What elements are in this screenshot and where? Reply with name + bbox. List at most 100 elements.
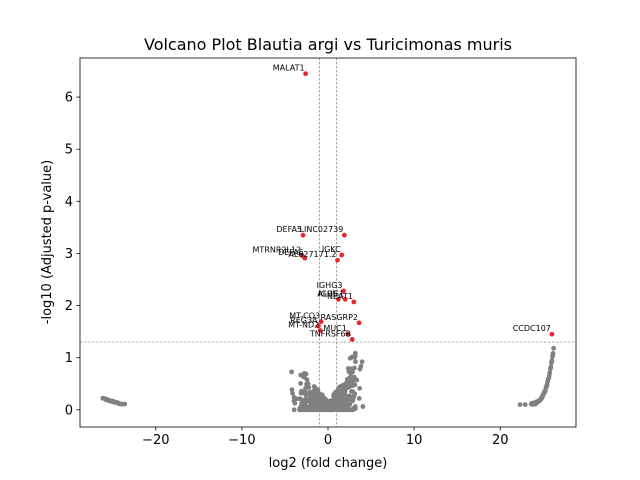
significant-point	[316, 323, 321, 329]
nonsignificant-point	[320, 407, 326, 413]
nonsignificant-point	[299, 400, 305, 406]
nonsignificant-point	[304, 377, 310, 383]
plot-frame	[79, 57, 577, 428]
nonsignificant-point	[359, 359, 365, 365]
significant-point	[302, 255, 308, 261]
nonsignificant-point	[289, 387, 295, 393]
nonsignificant-point	[303, 385, 308, 391]
significant-point	[356, 320, 362, 326]
significant-point	[335, 257, 340, 263]
x-tick-label: −10	[228, 433, 255, 448]
nonsignificant-point	[350, 389, 356, 395]
nonsignificant-point	[341, 390, 347, 396]
nonsignificant-point	[344, 380, 349, 386]
nonsignificant-point	[337, 397, 343, 402]
nonsignificant-point	[356, 396, 362, 401]
gene-label: DEFA5	[276, 225, 302, 234]
nonsignificant-point	[291, 407, 297, 413]
gene-label: AL627171.2	[288, 250, 336, 259]
nonsignificant-point	[311, 402, 316, 408]
nonsignificant-point	[298, 405, 304, 411]
nonsignificant-point	[330, 398, 336, 404]
y-tick-label: 4	[65, 195, 73, 210]
x-tick-label: 10	[406, 433, 423, 448]
nonsignificant-point	[116, 401, 122, 406]
y-tick-label: 0	[65, 403, 73, 418]
nonsignificant-point	[336, 391, 342, 397]
nonsignificant-point	[350, 407, 356, 413]
y-tick-label: 2	[65, 299, 73, 314]
significant-point	[549, 331, 555, 337]
nonsignificant-point	[335, 400, 341, 406]
nonsignificant-point	[352, 382, 358, 388]
nonsignificant-point	[306, 392, 312, 397]
gene-label: TNFRSF6B	[309, 329, 351, 338]
significant-point	[349, 337, 355, 342]
x-tick-label: −20	[142, 433, 169, 448]
nonsignificant-point	[344, 402, 350, 408]
gene-label: RASGRP2	[321, 313, 358, 322]
nonsignificant-point	[310, 407, 316, 413]
nonsignificant-point	[352, 365, 357, 371]
gene-label: AL05	[317, 289, 337, 298]
nonsignificant-point	[292, 400, 298, 406]
nonsignificant-point	[347, 375, 353, 381]
y-tick-label: 1	[65, 351, 73, 366]
significant-point	[318, 319, 324, 325]
significant-point	[339, 252, 345, 258]
gene-label: MTRNR2L12	[253, 246, 302, 255]
gene-label: MALAT1	[273, 64, 305, 73]
nonsignificant-point	[549, 357, 555, 363]
nonsignificant-point	[550, 351, 556, 356]
gene-label: LINC02739	[300, 225, 344, 234]
chart-title: Volcano Plot Blautia argi vs Turicimonas…	[144, 35, 512, 54]
x-tick-label: 20	[492, 433, 509, 448]
nonsignificant-point	[551, 345, 557, 351]
nonsignificant-point	[321, 397, 327, 403]
gene-label: CCDC107	[513, 324, 551, 333]
significant-point	[341, 232, 347, 238]
nonsignificant-point	[344, 385, 350, 391]
x-axis-ticks: −20 −10 0 10 20	[142, 427, 508, 448]
nonsignificant-point	[547, 370, 553, 375]
nonsignificant-point	[351, 374, 357, 380]
nonsignificant-point	[325, 404, 331, 410]
significant-points	[299, 71, 555, 342]
gene-label: IGHG1	[318, 289, 344, 298]
gene-label: IGKC	[322, 245, 341, 254]
significant-point	[335, 296, 341, 302]
significant-point	[341, 288, 346, 294]
nonsignificant-point	[306, 406, 312, 412]
y-tick-label: 3	[65, 247, 73, 262]
nonsignificant-point	[357, 385, 363, 391]
nonsignificant-point	[315, 403, 321, 409]
nonsignificant-point	[298, 381, 303, 386]
nonsignificant-point	[337, 384, 343, 390]
nonsignificant-points	[100, 345, 557, 413]
gene-label: MT-CO3	[289, 312, 320, 321]
x-axis-label: log2 (fold change)	[269, 456, 388, 471]
gene-label: MT-ND2	[288, 321, 319, 330]
x-tick-label: 0	[324, 433, 332, 448]
y-tick-label: 6	[65, 91, 73, 106]
nonsignificant-point	[319, 392, 325, 398]
nonsignificant-point	[300, 390, 306, 396]
nonsignificant-point	[302, 370, 307, 376]
nonsignificant-point	[522, 402, 528, 407]
significant-point	[303, 71, 309, 77]
significant-point	[342, 296, 348, 302]
nonsignificant-point	[122, 401, 128, 407]
nonsignificant-point	[341, 385, 346, 391]
significant-point	[300, 232, 306, 238]
y-axis-ticks: 0 1 2 3 4 5 6	[65, 91, 80, 418]
y-tick-label: 5	[65, 143, 73, 158]
gene-label: IGHG3	[317, 281, 343, 290]
significant-point	[345, 331, 351, 337]
gene-label: NEAT1	[327, 292, 353, 301]
nonsignificant-point	[312, 390, 318, 395]
gene-label: REG3A	[290, 316, 318, 325]
significant-point	[351, 299, 357, 305]
nonsignificant-point	[311, 395, 317, 400]
